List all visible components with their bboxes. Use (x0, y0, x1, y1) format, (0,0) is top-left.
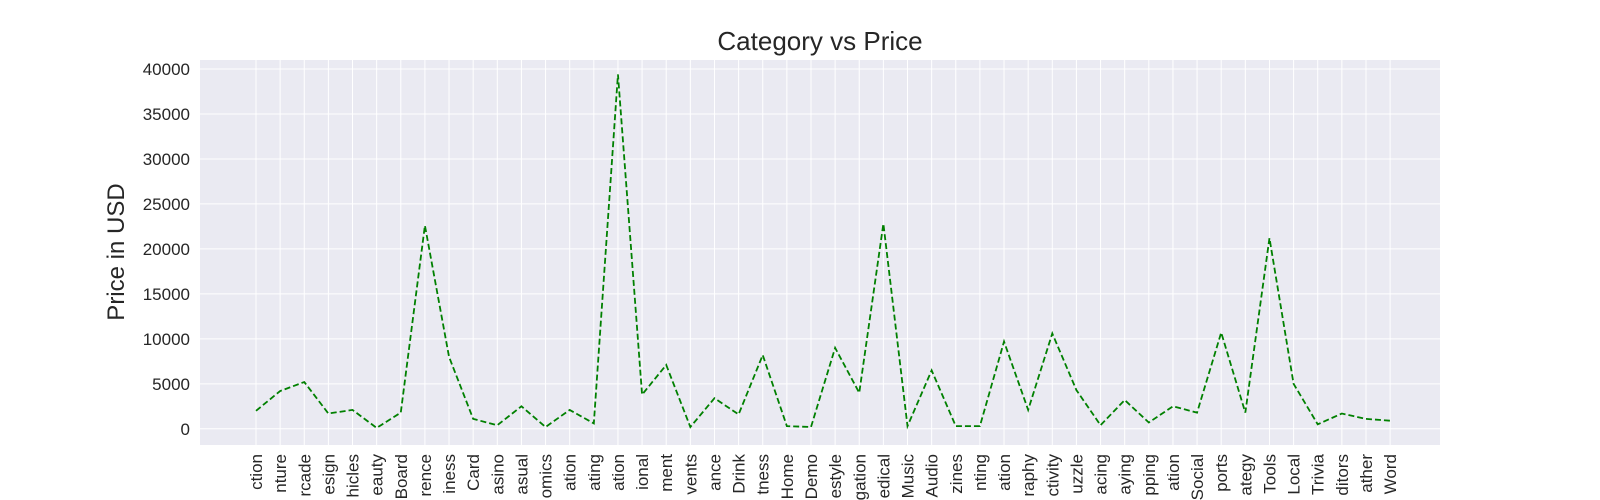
x-tick-label: vents (681, 454, 700, 495)
x-tick-label: Tools (1260, 454, 1279, 494)
x-tick-label: omics (537, 454, 556, 498)
x-tick-label: acing (1092, 454, 1111, 495)
x-tick-label: Board (392, 454, 411, 499)
y-axis-ticks: 0 5000 10000 15000 20000 25000 30000 35000 40000 (143, 60, 190, 439)
x-tick-label: ather (1357, 454, 1376, 493)
x-tick-label: esign (319, 454, 338, 495)
y-tick-label: 5000 (152, 375, 190, 394)
y-tick-label: 10000 (143, 330, 190, 349)
x-tick-label: ation (609, 454, 628, 491)
y-tick-label: 15000 (143, 285, 190, 304)
x-tick-label: uzzle (1067, 454, 1086, 494)
x-tick-label: ating (585, 454, 604, 491)
x-tick-label: eauty (368, 454, 387, 496)
x-tick-label: ation (1164, 454, 1183, 491)
x-tick-label: edical (874, 454, 893, 498)
x-tick-label: zines (947, 454, 966, 494)
x-tick-label: ional (633, 454, 652, 490)
x-tick-label: ation (995, 454, 1014, 491)
y-tick-label: 30000 (143, 150, 190, 169)
y-tick-label: 35000 (143, 105, 190, 124)
x-tick-label: rence (416, 454, 435, 497)
x-tick-label: Drink (730, 454, 749, 494)
x-tick-label: nture (271, 454, 290, 493)
x-tick-label: rcade (295, 454, 314, 497)
chart-title: Category vs Price (717, 26, 922, 56)
x-tick-label: Demo (802, 454, 821, 499)
y-tick-label: 40000 (143, 60, 190, 79)
x-tick-label: Trivia (1309, 453, 1328, 494)
x-tick-label: Word (1381, 454, 1400, 494)
x-tick-label: Card (464, 454, 483, 491)
price-series-line (255, 74, 1391, 430)
x-tick-label: estyle (826, 454, 845, 498)
x-tick-label: Local (1285, 454, 1304, 495)
x-axis-ticks: ction nture rcade esign hicles eauty Board renc… (247, 453, 1400, 500)
x-tick-label: asual (512, 454, 531, 495)
x-tick-label: Home (778, 454, 797, 499)
x-tick-label: ategy (1236, 454, 1255, 496)
x-tick-label: ance (705, 454, 724, 491)
x-tick-label: raphy (1019, 454, 1038, 497)
x-tick-label: ditors (1333, 454, 1352, 496)
grid-lines (200, 60, 1440, 445)
y-tick-label: 20000 (143, 240, 190, 259)
y-axis-label: Price in USD (103, 183, 130, 320)
x-tick-label: ction (247, 454, 266, 490)
x-tick-label: ment (657, 454, 676, 492)
x-tick-label: hicles (344, 454, 363, 497)
x-tick-label: aying (1116, 454, 1135, 495)
y-tick-label: 25000 (143, 195, 190, 214)
x-tick-label: Music (899, 454, 918, 499)
x-tick-label: ation (561, 454, 580, 491)
y-tick-label: 0 (181, 420, 190, 439)
x-tick-label: Social (1188, 454, 1207, 500)
x-tick-label: pping (1140, 454, 1159, 496)
x-tick-label: ctivity (1043, 454, 1062, 497)
x-tick-label: asino (488, 454, 507, 495)
x-tick-label: tness (754, 454, 773, 495)
x-tick-label: ports (1212, 454, 1231, 492)
x-tick-label: nting (971, 454, 990, 491)
x-tick-label: Audio (923, 454, 942, 497)
x-tick-label: iness (440, 454, 459, 494)
plot-area (200, 60, 1440, 445)
x-tick-label: gation (850, 454, 869, 500)
